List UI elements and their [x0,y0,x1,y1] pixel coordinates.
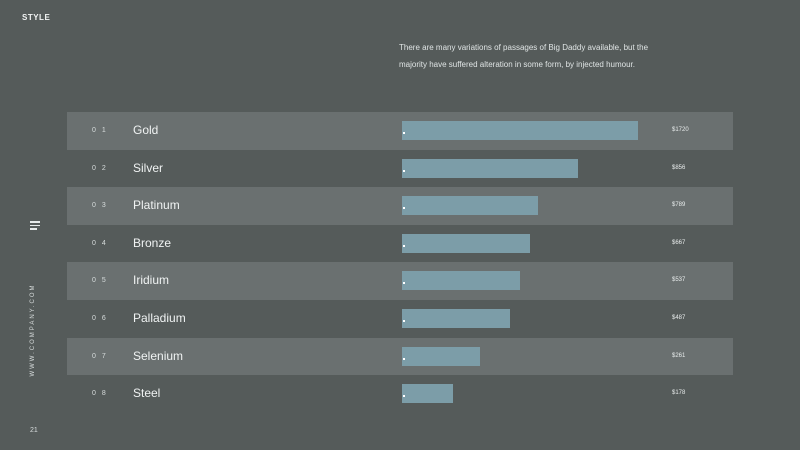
rank-label: 0 4 [92,239,108,247]
value-label: $667 [672,239,686,246]
category-label: Platinum [133,198,180,213]
chart-row: 0 3 Platinum $789 [67,187,733,225]
rank-label: 0 8 [92,390,108,398]
bar [402,308,511,328]
value-label: $487 [672,314,686,321]
value-label: $178 [672,390,686,397]
value-label: $856 [672,164,686,171]
chart-row: 0 8 Steel $178 [67,375,733,413]
rank-label: 0 1 [92,127,108,134]
bar-marker [403,207,405,210]
value-label: $1720 [672,127,689,133]
value-label: $537 [672,277,686,284]
category-label: Steel [133,386,161,401]
bar-marker [403,357,405,360]
bar [402,158,578,178]
category-label: Gold [133,123,159,137]
category-label: Palladium [133,310,186,325]
value-label: $261 [672,352,686,359]
category-label: Silver [133,160,164,175]
website-label: WWW.COMPANY.COM [30,283,36,377]
category-label: Iridium [133,273,170,288]
bar-marker [403,282,405,285]
menu-lines-icon[interactable] [30,221,40,230]
bar-marker [403,319,405,322]
bar-marker [403,244,405,247]
page-number: 21 [30,427,38,434]
value-label: $789 [672,202,686,209]
chart-row: 0 2 Silver $856 [67,150,733,188]
description-text: There are many variations of passages of… [399,43,649,69]
chart-row: 0 4 Bronze $667 [67,225,733,263]
brand-title: STYLE [22,13,51,22]
chart-row: 0 6 Palladium $487 [67,300,733,338]
chart-row: 0 7 Selenium $261 [67,337,733,376]
bar [402,233,530,253]
chart-row: 0 1 Gold $1720 [67,112,733,150]
bar-marker [403,395,405,398]
category-label: Selenium [133,348,184,363]
bar [402,346,481,366]
category-label: Bronze [133,235,172,250]
bar [402,121,638,140]
bar [402,271,520,291]
rank-label: 0 6 [92,314,108,322]
bar [402,196,538,216]
bar-marker [403,169,405,172]
bar-marker [403,132,405,134]
rank-label: 0 5 [92,277,108,285]
bar [402,384,453,404]
chart-row: 0 5 Iridium $537 [67,262,733,300]
rank-label: 0 2 [92,164,108,172]
rank-label: 0 7 [92,352,108,360]
rank-label: 0 3 [92,202,108,210]
bar-chart: 0 1 Gold $1720 0 2 Silver $856 0 3 Platinum $789… [67,112,733,413]
